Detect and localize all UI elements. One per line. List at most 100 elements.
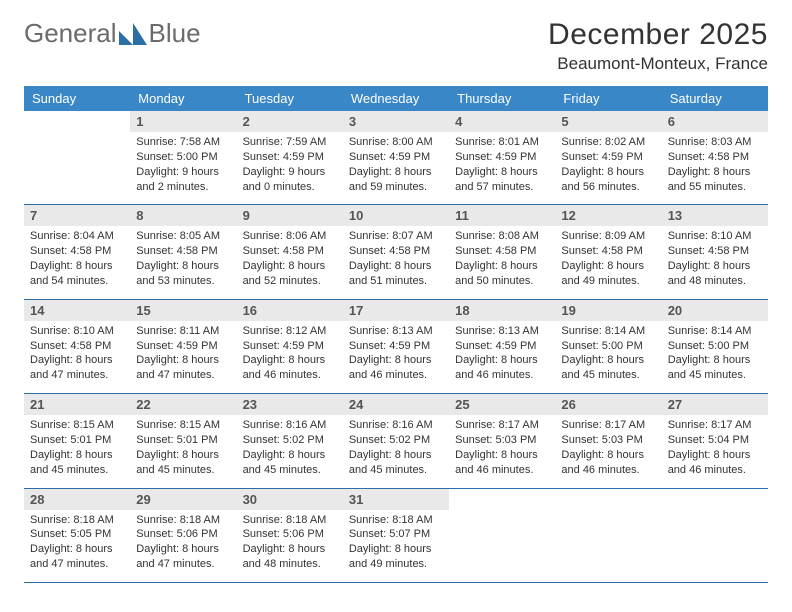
day-details: Sunrise: 7:59 AMSunset: 4:59 PMDaylight:… xyxy=(237,132,343,204)
day-number: 2 xyxy=(237,111,343,132)
logo-text-general: General xyxy=(24,18,117,49)
day-details: Sunrise: 8:13 AMSunset: 4:59 PMDaylight:… xyxy=(343,321,449,393)
day-number: 26 xyxy=(555,394,661,415)
day-details: Sunrise: 8:14 AMSunset: 5:00 PMDaylight:… xyxy=(662,321,768,393)
day-details: Sunrise: 8:09 AMSunset: 4:58 PMDaylight:… xyxy=(555,226,661,298)
day-details: Sunrise: 8:17 AMSunset: 5:04 PMDaylight:… xyxy=(662,415,768,487)
day-number: 21 xyxy=(24,394,130,415)
day-details: Sunrise: 8:10 AMSunset: 4:58 PMDaylight:… xyxy=(24,321,130,393)
day-details: Sunrise: 8:17 AMSunset: 5:03 PMDaylight:… xyxy=(555,415,661,487)
day-details: Sunrise: 8:18 AMSunset: 5:07 PMDaylight:… xyxy=(343,510,449,582)
day-number: 17 xyxy=(343,300,449,321)
day-cell: 29Sunrise: 8:18 AMSunset: 5:06 PMDayligh… xyxy=(130,488,236,582)
day-details: Sunrise: 8:10 AMSunset: 4:58 PMDaylight:… xyxy=(662,226,768,298)
day-details: Sunrise: 8:00 AMSunset: 4:59 PMDaylight:… xyxy=(343,132,449,204)
day-cell: 21Sunrise: 8:15 AMSunset: 5:01 PMDayligh… xyxy=(24,394,130,488)
day-cell: 7Sunrise: 8:04 AMSunset: 4:58 PMDaylight… xyxy=(24,205,130,299)
calendar-table: Sunday Monday Tuesday Wednesday Thursday… xyxy=(24,86,768,583)
day-number: 28 xyxy=(24,489,130,510)
day-cell: 11Sunrise: 8:08 AMSunset: 4:58 PMDayligh… xyxy=(449,205,555,299)
day-cell: 27Sunrise: 8:17 AMSunset: 5:04 PMDayligh… xyxy=(662,394,768,488)
day-cell: 3Sunrise: 8:00 AMSunset: 4:59 PMDaylight… xyxy=(343,111,449,205)
day-details: Sunrise: 8:18 AMSunset: 5:06 PMDaylight:… xyxy=(130,510,236,582)
day-details: Sunrise: 8:04 AMSunset: 4:58 PMDaylight:… xyxy=(24,226,130,298)
day-cell: 9Sunrise: 8:06 AMSunset: 4:58 PMDaylight… xyxy=(237,205,343,299)
day-details: Sunrise: 8:13 AMSunset: 4:59 PMDaylight:… xyxy=(449,321,555,393)
day-details: Sunrise: 8:16 AMSunset: 5:02 PMDaylight:… xyxy=(237,415,343,487)
day-cell: 2Sunrise: 7:59 AMSunset: 4:59 PMDaylight… xyxy=(237,111,343,205)
weekday-header: Monday xyxy=(130,86,236,111)
day-cell: 12Sunrise: 8:09 AMSunset: 4:58 PMDayligh… xyxy=(555,205,661,299)
day-number: 23 xyxy=(237,394,343,415)
day-cell: .. xyxy=(555,488,661,582)
day-cell: 15Sunrise: 8:11 AMSunset: 4:59 PMDayligh… xyxy=(130,299,236,393)
weekday-header: Tuesday xyxy=(237,86,343,111)
weekday-header: Friday xyxy=(555,86,661,111)
day-number: 13 xyxy=(662,205,768,226)
day-cell: 8Sunrise: 8:05 AMSunset: 4:58 PMDaylight… xyxy=(130,205,236,299)
day-number: 11 xyxy=(449,205,555,226)
day-number: 14 xyxy=(24,300,130,321)
day-cell: 31Sunrise: 8:18 AMSunset: 5:07 PMDayligh… xyxy=(343,488,449,582)
day-cell: 24Sunrise: 8:16 AMSunset: 5:02 PMDayligh… xyxy=(343,394,449,488)
day-cell: .. xyxy=(24,111,130,205)
day-number: 9 xyxy=(237,205,343,226)
day-cell: 17Sunrise: 8:13 AMSunset: 4:59 PMDayligh… xyxy=(343,299,449,393)
logo-icon xyxy=(119,23,147,45)
day-cell: 4Sunrise: 8:01 AMSunset: 4:59 PMDaylight… xyxy=(449,111,555,205)
day-number: 19 xyxy=(555,300,661,321)
title-block: December 2025 Beaumont-Monteux, France xyxy=(548,18,768,74)
day-cell: 13Sunrise: 8:10 AMSunset: 4:58 PMDayligh… xyxy=(662,205,768,299)
day-details: Sunrise: 8:03 AMSunset: 4:58 PMDaylight:… xyxy=(662,132,768,204)
day-number: 3 xyxy=(343,111,449,132)
day-cell: 5Sunrise: 8:02 AMSunset: 4:59 PMDaylight… xyxy=(555,111,661,205)
logo: General Blue xyxy=(24,18,201,49)
day-number: 10 xyxy=(343,205,449,226)
day-number: 31 xyxy=(343,489,449,510)
day-details: Sunrise: 8:06 AMSunset: 4:58 PMDaylight:… xyxy=(237,226,343,298)
day-cell: 25Sunrise: 8:17 AMSunset: 5:03 PMDayligh… xyxy=(449,394,555,488)
day-number: 12 xyxy=(555,205,661,226)
day-cell: 1Sunrise: 7:58 AMSunset: 5:00 PMDaylight… xyxy=(130,111,236,205)
day-cell: 6Sunrise: 8:03 AMSunset: 4:58 PMDaylight… xyxy=(662,111,768,205)
day-details: Sunrise: 7:58 AMSunset: 5:00 PMDaylight:… xyxy=(130,132,236,204)
day-cell: 19Sunrise: 8:14 AMSunset: 5:00 PMDayligh… xyxy=(555,299,661,393)
day-number: 18 xyxy=(449,300,555,321)
day-number: 8 xyxy=(130,205,236,226)
day-number: 22 xyxy=(130,394,236,415)
week-row: 28Sunrise: 8:18 AMSunset: 5:05 PMDayligh… xyxy=(24,488,768,582)
weekday-header: Saturday xyxy=(662,86,768,111)
day-details: Sunrise: 8:08 AMSunset: 4:58 PMDaylight:… xyxy=(449,226,555,298)
day-number: 25 xyxy=(449,394,555,415)
weekday-header: Wednesday xyxy=(343,86,449,111)
weekday-header-row: Sunday Monday Tuesday Wednesday Thursday… xyxy=(24,86,768,111)
month-title: December 2025 xyxy=(548,18,768,52)
day-number: 20 xyxy=(662,300,768,321)
day-details: Sunrise: 8:02 AMSunset: 4:59 PMDaylight:… xyxy=(555,132,661,204)
day-cell: 18Sunrise: 8:13 AMSunset: 4:59 PMDayligh… xyxy=(449,299,555,393)
day-details: Sunrise: 8:14 AMSunset: 5:00 PMDaylight:… xyxy=(555,321,661,393)
weekday-header: Thursday xyxy=(449,86,555,111)
day-cell: 28Sunrise: 8:18 AMSunset: 5:05 PMDayligh… xyxy=(24,488,130,582)
day-cell: 30Sunrise: 8:18 AMSunset: 5:06 PMDayligh… xyxy=(237,488,343,582)
day-number: 30 xyxy=(237,489,343,510)
day-details: Sunrise: 8:18 AMSunset: 5:05 PMDaylight:… xyxy=(24,510,130,582)
weekday-header: Sunday xyxy=(24,86,130,111)
day-details: Sunrise: 8:15 AMSunset: 5:01 PMDaylight:… xyxy=(130,415,236,487)
day-number: 4 xyxy=(449,111,555,132)
day-details: Sunrise: 8:01 AMSunset: 4:59 PMDaylight:… xyxy=(449,132,555,204)
day-number: 27 xyxy=(662,394,768,415)
week-row: 7Sunrise: 8:04 AMSunset: 4:58 PMDaylight… xyxy=(24,205,768,299)
day-details: Sunrise: 8:16 AMSunset: 5:02 PMDaylight:… xyxy=(343,415,449,487)
location: Beaumont-Monteux, France xyxy=(548,54,768,74)
day-cell: 16Sunrise: 8:12 AMSunset: 4:59 PMDayligh… xyxy=(237,299,343,393)
day-number: 16 xyxy=(237,300,343,321)
logo-text-blue: Blue xyxy=(149,18,201,49)
day-number: 15 xyxy=(130,300,236,321)
day-cell: .. xyxy=(449,488,555,582)
day-number: 1 xyxy=(130,111,236,132)
day-number: 7 xyxy=(24,205,130,226)
day-details: Sunrise: 8:17 AMSunset: 5:03 PMDaylight:… xyxy=(449,415,555,487)
day-details: Sunrise: 8:05 AMSunset: 4:58 PMDaylight:… xyxy=(130,226,236,298)
day-details: Sunrise: 8:15 AMSunset: 5:01 PMDaylight:… xyxy=(24,415,130,487)
